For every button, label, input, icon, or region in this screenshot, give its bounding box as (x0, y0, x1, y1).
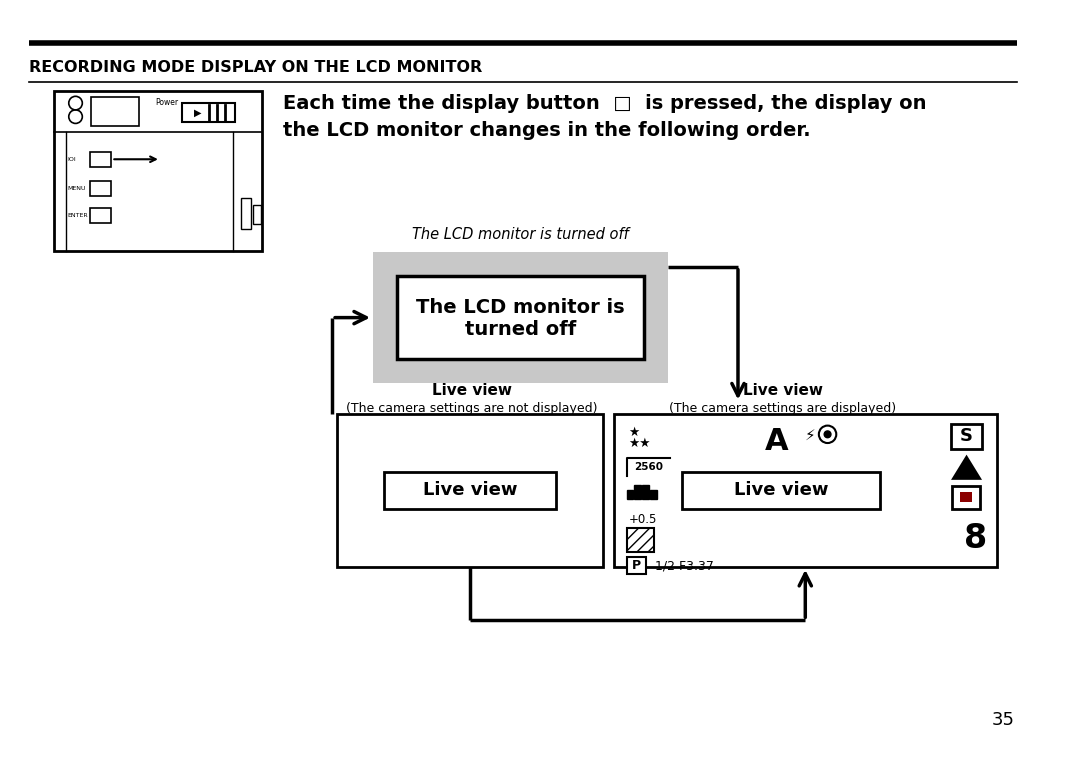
Text: ★★: ★★ (629, 438, 651, 451)
Text: A: A (765, 427, 788, 456)
Text: The LCD monitor is: The LCD monitor is (416, 298, 625, 317)
Text: Live view: Live view (423, 481, 517, 500)
Bar (90, 207, 111, 223)
Bar (634, 485, 642, 500)
Text: MENU: MENU (68, 186, 86, 190)
Bar (951, 424, 982, 449)
Bar (241, 198, 251, 229)
Bar (183, 103, 235, 122)
Text: turned off: turned off (464, 320, 577, 339)
Bar (384, 472, 556, 509)
Bar (373, 252, 669, 383)
Text: Each time the display button  □  is pressed, the display on: Each time the display button □ is presse… (283, 94, 927, 113)
Bar (90, 151, 111, 167)
Text: 2560: 2560 (634, 462, 663, 472)
Bar (397, 276, 644, 359)
Bar (91, 97, 139, 126)
Text: the LCD monitor changes in the following order.: the LCD monitor changes in the following… (283, 122, 810, 141)
Text: 8: 8 (963, 522, 987, 555)
Text: 35: 35 (991, 711, 1015, 729)
Bar (626, 490, 633, 500)
Bar (253, 205, 260, 224)
Bar (337, 414, 604, 567)
Text: ★: ★ (627, 425, 639, 438)
Bar (54, 92, 262, 251)
Circle shape (824, 431, 831, 438)
Bar (951, 486, 981, 509)
Text: S: S (960, 427, 973, 445)
Text: RECORDING MODE DISPLAY ON THE LCD MONITOR: RECORDING MODE DISPLAY ON THE LCD MONITO… (29, 60, 483, 76)
Bar (960, 493, 972, 502)
Text: 1/2 F3.37: 1/2 F3.37 (654, 559, 714, 572)
Bar (626, 529, 653, 552)
Bar (90, 181, 111, 196)
Bar (626, 558, 646, 574)
Text: P: P (632, 559, 640, 572)
Text: IOI: IOI (68, 157, 77, 161)
Bar (615, 414, 997, 567)
Polygon shape (951, 454, 982, 480)
Text: Live view: Live view (733, 481, 828, 500)
Bar (643, 485, 649, 500)
Text: The LCD monitor is turned off: The LCD monitor is turned off (411, 227, 629, 242)
Text: (The camera settings are displayed): (The camera settings are displayed) (669, 402, 896, 415)
Text: +0.5: +0.5 (629, 513, 657, 526)
Text: (The camera settings are not displayed): (The camera settings are not displayed) (346, 402, 597, 415)
Text: Live view: Live view (743, 383, 823, 398)
Text: ⚡: ⚡ (805, 428, 815, 442)
Text: ENTER: ENTER (68, 213, 89, 218)
Bar (626, 457, 671, 476)
Text: Live view: Live view (432, 383, 512, 398)
Bar (681, 472, 880, 509)
Text: ▶: ▶ (193, 108, 201, 118)
Bar (650, 490, 657, 500)
Text: Power: Power (154, 98, 178, 107)
